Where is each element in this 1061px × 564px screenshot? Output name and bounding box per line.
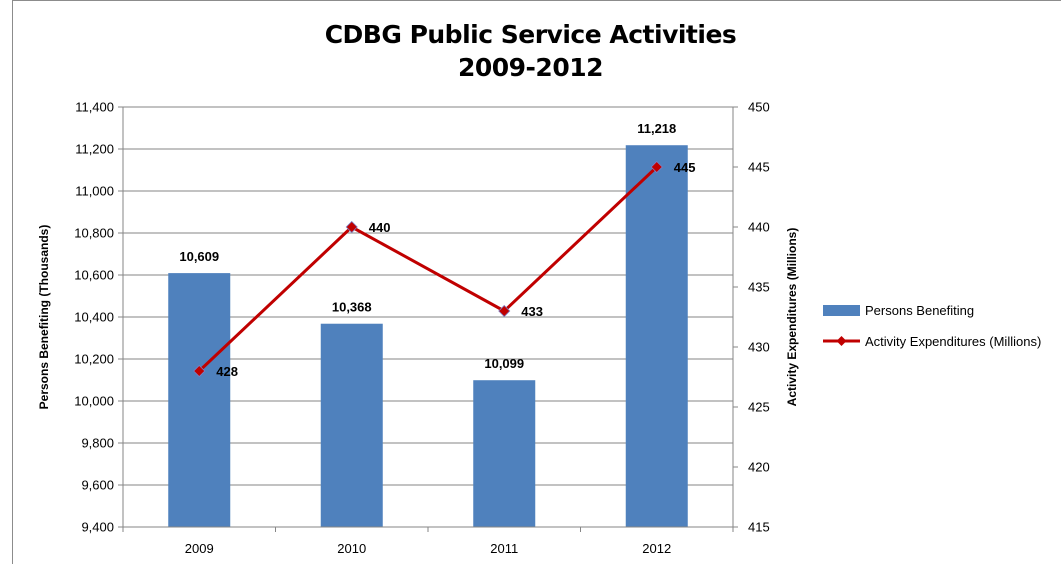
line-point-marker [193,364,206,378]
x-tick-label: 2012 [642,541,671,556]
legend: Persons Benefiting Activity Expenditures … [823,303,1041,349]
axes: 9,400 9,600 9,800 10,000 10,200 10,400 10,600 1… [37,100,799,557]
y-tick-label: 10,400 [74,310,114,325]
x-tick-label: 2011 [490,541,518,556]
line-point-marker [345,220,358,234]
bar-data-label: 10,099 [484,356,524,371]
expenditure-line [198,165,658,373]
y2-axis-title: Activity Expenditures (Millions) [785,228,799,407]
line-data-label: 440 [369,220,391,235]
chart-title-line2: 2009-2012 [457,53,604,82]
line-data-label: 428 [216,364,238,379]
y-tick-label: 9,400 [81,520,114,535]
y-tick-label: 11,200 [75,142,114,157]
bar [625,145,688,527]
line-series [193,160,663,378]
y-tick-label: 11,000 [75,184,114,199]
bar-data-label: 10,368 [332,300,372,315]
y-tick-label: 10,800 [74,226,114,241]
bar-series [168,145,688,527]
legend-line-label: Activity Expenditures (Millions) [865,334,1041,349]
y-tick-label: 11,400 [75,100,114,115]
bar [320,323,383,527]
line-point-marker [650,160,663,174]
y-tick-label: 9,800 [81,436,114,451]
line-point-marker [498,304,511,318]
data-labels: 10,609 10,368 10,099 11,218 428 440 433 445 [179,121,695,379]
y2-tick-label: 420 [748,460,770,475]
line-data-label: 445 [674,160,696,175]
y-tick-label: 10,200 [74,352,114,367]
y2-tick-label: 450 [748,100,770,115]
y2-tick-label: 435 [748,280,770,295]
bar-data-label: 11,218 [637,121,676,136]
x-tick-label: 2010 [337,541,366,556]
legend-bar-label: Persons Benefiting [865,303,974,318]
legend-bar-swatch [823,305,860,316]
bar [473,380,536,527]
y-tick-label: 9,600 [81,478,114,493]
legend-line-marker [836,336,847,346]
chart-title-line1: CDBG Public Service Activities [324,20,737,49]
line-data-label: 433 [521,304,543,319]
x-tick-label: 2009 [185,541,214,556]
y2-tick-label: 445 [748,160,770,175]
bar-data-label: 10,609 [179,249,219,264]
chart-frame [12,0,1061,564]
y2-tick-label: 425 [748,400,770,415]
y-axis-title: Persons Benefiting (Thousands) [37,225,51,410]
y2-tick-label: 415 [748,520,770,535]
y2-tick-label: 440 [748,220,770,235]
y-tick-label: 10,000 [74,394,114,409]
chart-title: CDBG Public Service Activities 2009-2012 [0,18,1061,84]
bar [168,273,231,527]
y2-tick-label: 430 [748,340,770,355]
y-tick-label: 10,600 [74,268,114,283]
